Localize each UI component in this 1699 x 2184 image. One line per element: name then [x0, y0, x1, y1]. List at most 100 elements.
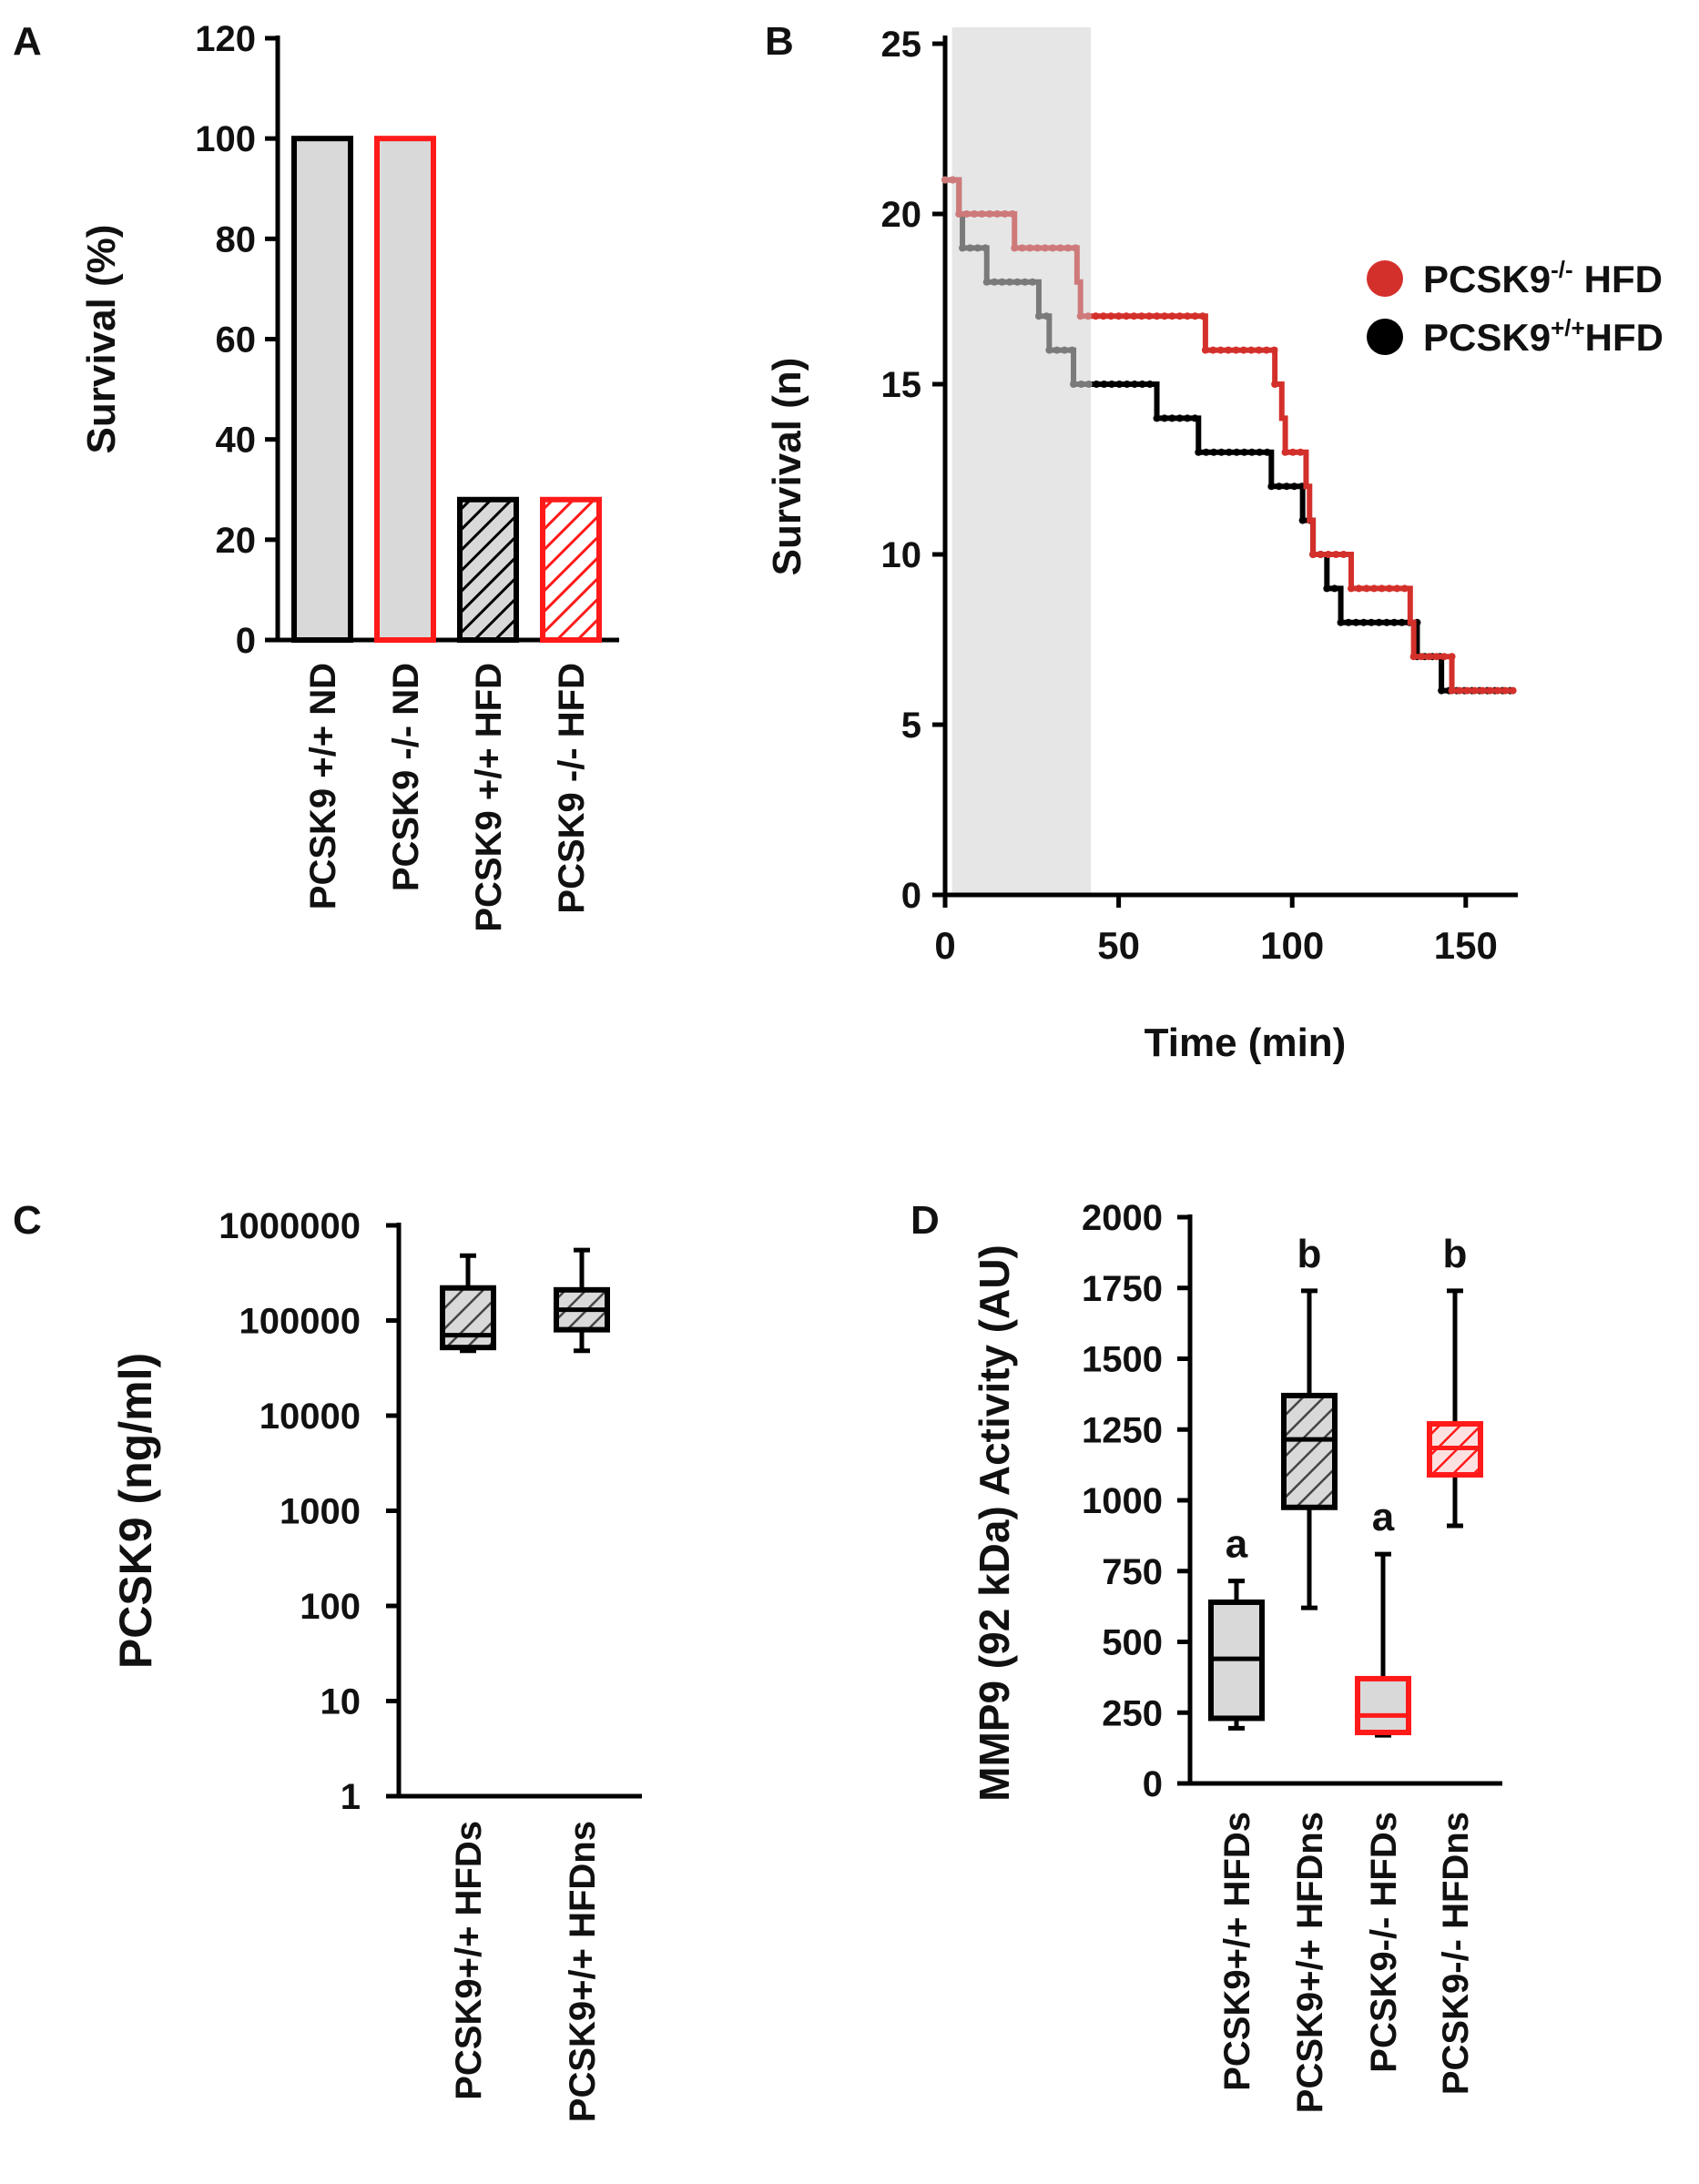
- series-wildtype-marker: [1175, 414, 1184, 422]
- series-wildtype-marker: [1382, 618, 1390, 626]
- y-axis-title-a: Survival (%): [79, 225, 124, 454]
- x-tick-label-d: PCSK9-/- HFDns: [1436, 1812, 1476, 2095]
- series-knockout-marker: [1107, 312, 1115, 320]
- bar-a: [291, 136, 353, 643]
- series-knockout-marker: [1425, 653, 1433, 661]
- series-wildtype-marker: [1217, 448, 1226, 456]
- series-knockout-marker: [978, 210, 986, 218]
- significance-letter-d: b: [1297, 1232, 1322, 1276]
- series-wildtype-marker: [1123, 381, 1131, 388]
- series-knockout-marker: [971, 210, 979, 218]
- series-knockout-marker: [1099, 312, 1107, 320]
- panel-label-c: C: [13, 1198, 42, 1243]
- series-knockout-marker: [1198, 312, 1206, 320]
- box-d: [1355, 1675, 1411, 1736]
- series-wildtype-marker: [1195, 448, 1203, 456]
- series-wildtype-marker: [1153, 414, 1161, 422]
- x-tick-label-b: 100: [1260, 924, 1324, 967]
- panel-label-b: B: [765, 19, 794, 64]
- x-tick-label-a: PCSK9 +/+ HFD: [469, 663, 509, 932]
- series-knockout-marker: [1160, 312, 1168, 320]
- series-wildtype-marker: [1337, 618, 1345, 626]
- series-wildtype-marker: [1100, 381, 1108, 388]
- series-knockout-marker: [1324, 551, 1332, 558]
- y-tick-label-c: 100: [300, 1587, 361, 1627]
- series-knockout-marker: [1201, 346, 1209, 354]
- series-wildtype-marker: [1061, 346, 1069, 354]
- series-knockout-marker: [1479, 686, 1487, 695]
- series-knockout-marker: [1455, 686, 1463, 695]
- series-wildtype-marker: [966, 244, 974, 252]
- series-knockout-marker: [1370, 584, 1379, 593]
- series-knockout-marker: [1309, 551, 1317, 558]
- series-wildtype-marker: [1191, 414, 1199, 422]
- series-wildtype-marker: [1070, 381, 1078, 388]
- series-wildtype-marker: [1138, 381, 1146, 388]
- x-tick-label-b: 50: [1097, 924, 1140, 967]
- x-tick-label-a: PCSK9 -/- HFD: [552, 663, 592, 914]
- series-knockout-marker: [1348, 584, 1356, 593]
- series-wildtype-marker: [1093, 381, 1101, 388]
- series-wildtype-marker: [1247, 448, 1256, 456]
- series-knockout-marker: [993, 210, 1002, 218]
- series-wildtype-marker: [1053, 346, 1061, 354]
- series-wildtype-marker: [1013, 278, 1022, 286]
- series-wildtype-marker: [973, 244, 982, 252]
- y-tick-label-d: 500: [1102, 1623, 1163, 1663]
- series-knockout-marker: [1332, 551, 1340, 558]
- box-c: [440, 1285, 496, 1351]
- x-tick-label-c: PCSK9+/+ HFDs: [449, 1821, 489, 2100]
- series-wildtype-marker: [1359, 618, 1368, 626]
- series-knockout-marker: [985, 210, 993, 218]
- series-wildtype-marker: [1202, 448, 1210, 456]
- series-knockout-marker: [1072, 244, 1080, 252]
- x-tick-label-a: PCSK9 +/+ ND: [303, 663, 343, 909]
- series-knockout-late: [1091, 313, 1515, 694]
- series-knockout-marker: [1084, 312, 1093, 320]
- series-wildtype-marker: [1184, 414, 1192, 422]
- series-wildtype-marker: [1344, 618, 1352, 626]
- series-knockout-marker: [1076, 312, 1084, 320]
- series-wildtype-marker: [1263, 448, 1271, 456]
- y-tick-label-d: 750: [1102, 1552, 1163, 1592]
- series-knockout-marker: [1130, 312, 1138, 320]
- series-knockout-marker: [1063, 244, 1072, 252]
- bar-a: [374, 136, 436, 643]
- legend-b: PCSK9-/- HFD PCSK9+/+HFD: [1367, 256, 1663, 359]
- series-wildtype-marker: [1068, 346, 1076, 354]
- series-wildtype-marker: [1375, 618, 1383, 626]
- panel-label-d: D: [911, 1198, 940, 1243]
- y-tick-label-b: 25: [881, 25, 922, 65]
- series-wildtype-marker: [1168, 414, 1176, 422]
- series-knockout-marker: [1432, 653, 1440, 661]
- series-knockout-marker: [1041, 244, 1049, 252]
- series-knockout-marker: [1232, 346, 1240, 354]
- series-wildtype-marker: [1233, 448, 1241, 456]
- y-tick-label-d: 1500: [1082, 1340, 1163, 1380]
- y-tick-label-d: 1750: [1082, 1269, 1163, 1309]
- x-tick-label-d: PCSK9+/+ HFDns: [1290, 1812, 1330, 2113]
- series-wildtype-marker: [998, 278, 1006, 286]
- x-tick-label-a: PCSK9 -/- ND: [386, 663, 426, 891]
- series-wildtype-marker: [1267, 483, 1276, 491]
- series-wildtype-marker: [1390, 618, 1399, 626]
- series-knockout-marker: [1184, 312, 1192, 320]
- y-tick-label-b: 10: [881, 535, 922, 575]
- y-tick-label-a: 80: [216, 219, 257, 259]
- series-wildtype-marker: [1256, 448, 1264, 456]
- series-wildtype-marker: [1398, 618, 1406, 626]
- series-wildtype-marker: [1323, 584, 1331, 593]
- series-knockout-marker: [1168, 312, 1176, 320]
- series-wildtype-marker: [1107, 381, 1115, 388]
- panel-c-box-plot: 1 10 100 1000 10000 100000 1000000 PCSK9 (ng/ml…: [110, 1206, 642, 2122]
- box-d: [1281, 1392, 1338, 1510]
- y-tick-label-b: 0: [901, 876, 921, 916]
- x-tick-label-b: 0: [934, 924, 955, 967]
- y-tick-label-b: 20: [881, 195, 922, 235]
- series-wildtype-marker: [1045, 346, 1053, 354]
- series-wildtype-marker: [991, 278, 999, 286]
- series-knockout-marker: [962, 210, 971, 218]
- series-knockout-marker: [1114, 312, 1123, 320]
- series-knockout-marker: [1008, 210, 1016, 218]
